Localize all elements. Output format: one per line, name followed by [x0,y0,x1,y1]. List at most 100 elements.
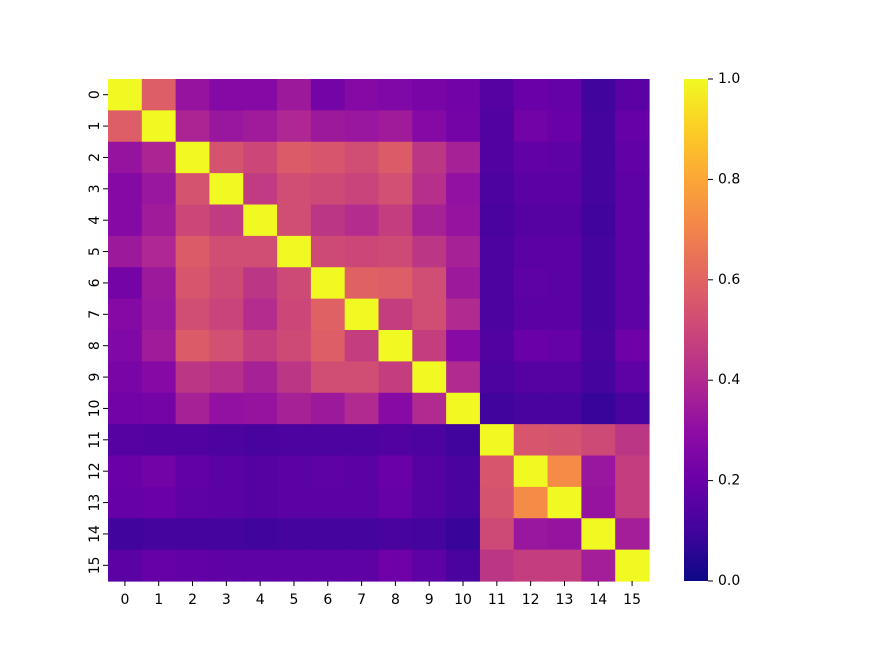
heatmap-cell-6-2 [175,267,211,300]
heatmap-cell-1-2 [175,110,211,143]
heatmap-cell-10-4 [243,392,278,425]
heatmap-cell-5-0 [108,235,143,268]
y-tick-label-4: 4 [87,216,103,225]
colorbar-tick-label-0: 0.0 [718,573,740,589]
heatmap-cell-15-13 [547,549,582,582]
y-tick-label-11: 11 [87,431,103,449]
heatmap-cell-2-13 [547,141,582,174]
heatmap-cell-13-15 [615,486,650,519]
x-tick-label-5: 5 [290,592,299,608]
x-tick-label-13: 13 [556,592,574,608]
heatmap-cell-0-12 [513,79,549,111]
heatmap-cell-7-6 [310,298,346,331]
heatmap-cell-15-8 [378,549,413,582]
heatmap-cell-9-4 [243,361,278,394]
heatmap-cell-0-1 [141,79,177,111]
heatmap-cell-1-11 [479,110,515,143]
x-tick-label-3: 3 [222,592,231,608]
heatmap-cell-7-11 [479,298,515,331]
heatmap-cell-9-3 [209,361,244,394]
heatmap-cell-13-0 [108,486,143,519]
heatmap-cell-11-15 [615,424,650,457]
heatmap-cell-4-7 [344,204,380,237]
heatmap-cell-0-6 [310,79,346,111]
heatmap-cell-5-5 [277,235,312,268]
heatmap-cell-10-8 [378,392,413,425]
heatmap-cell-14-9 [412,518,447,551]
heatmap-cell-14-6 [310,518,346,551]
heatmap-cell-12-11 [479,455,515,488]
colorbar-tick-label-2: 0.4 [718,372,740,388]
heatmap-cell-12-10 [446,455,481,488]
heatmap-cell-3-0 [108,173,143,206]
heatmap-cell-12-14 [581,455,616,488]
heatmap-cell-11-3 [209,424,244,457]
heatmap-cell-11-6 [310,424,346,457]
heatmap-cells [108,79,650,582]
heatmap-cell-14-4 [243,518,278,551]
heatmap-cell-6-6 [310,267,346,300]
heatmap-cell-15-0 [108,549,143,582]
heatmap-cell-9-6 [310,361,346,394]
heatmap-cell-7-15 [615,298,650,331]
heatmap-cell-4-5 [277,204,312,237]
heatmap-cell-2-4 [243,141,278,174]
heatmap-cell-5-11 [479,235,515,268]
heatmap-cell-4-2 [175,204,211,237]
y-tick-label-5: 5 [87,247,103,256]
heatmap-cell-13-6 [310,486,346,519]
y-tick-label-13: 13 [87,494,103,512]
heatmap-cell-7-5 [277,298,312,331]
heatmap-cell-11-11 [479,424,515,457]
heatmap-cell-15-15 [615,549,650,582]
heatmap-cell-7-10 [446,298,481,331]
heatmap-cell-5-7 [344,235,380,268]
heatmap-cell-12-12 [513,455,549,488]
colorbar-gradient [684,79,708,581]
heatmap-cell-6-3 [209,267,244,300]
heatmap-cell-8-0 [108,330,143,362]
heatmap-cell-15-1 [141,549,177,582]
heatmap-cell-1-3 [209,110,244,143]
y-tick-label-7: 7 [87,310,103,319]
colorbar-tick-label-1: 0.2 [718,473,740,489]
heatmap-cell-5-13 [547,235,582,268]
y-tick-label-10: 10 [87,400,103,418]
heatmap-cell-14-7 [344,518,380,551]
heatmap-cell-8-2 [175,330,211,362]
heatmap-cell-8-8 [378,330,413,362]
heatmap-cell-11-0 [108,424,143,457]
heatmap-cell-3-7 [344,173,380,206]
heatmap-cell-15-4 [243,549,278,582]
heatmap-cell-3-10 [446,173,481,206]
heatmap-cell-14-11 [479,518,515,551]
heatmap-cell-3-2 [175,173,211,206]
heatmap-cell-3-9 [412,173,447,206]
heatmap-cell-7-1 [141,298,177,331]
heatmap-cell-0-7 [344,79,380,111]
heatmap-cell-7-9 [412,298,447,331]
heatmap-cell-3-6 [310,173,346,206]
heatmap-cell-15-10 [446,549,481,582]
heatmap-cell-4-6 [310,204,346,237]
heatmap-cell-8-6 [310,330,346,362]
heatmap-cell-5-6 [310,235,346,268]
heatmap-cell-2-6 [310,141,346,174]
heatmap-cell-2-0 [108,141,143,174]
heatmap-cell-10-15 [615,392,650,425]
y-tick-label-8: 8 [87,341,103,350]
heatmap-cell-3-8 [378,173,413,206]
heatmap-cell-13-5 [277,486,312,519]
heatmap-cell-4-11 [479,204,515,237]
heatmap-cell-0-11 [479,79,515,111]
heatmap-cell-13-9 [412,486,447,519]
heatmap-cell-6-12 [513,267,549,300]
heatmap-cell-15-5 [277,549,312,582]
heatmap-cell-14-15 [615,518,650,551]
x-tick-label-8: 8 [391,592,400,608]
heatmap-cell-10-10 [446,392,481,425]
heatmap-cell-9-13 [547,361,582,394]
